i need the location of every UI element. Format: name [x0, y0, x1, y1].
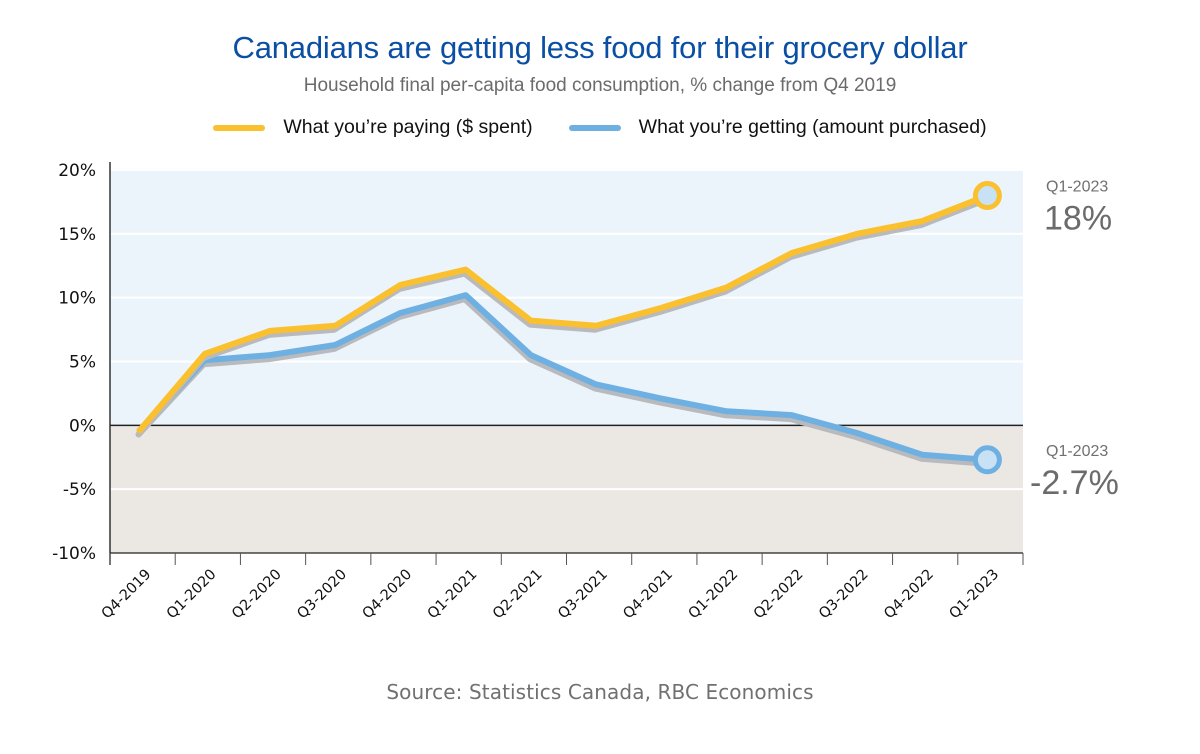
- end-marker-getting: [972, 445, 1002, 475]
- annotation-period-getting: Q1-2023: [1046, 443, 1108, 460]
- x-tick-label: Q3-2021: [555, 567, 611, 623]
- series-shadow-getting: [135, 296, 990, 467]
- legend-label-paying: What you’re paying ($ spent): [283, 116, 533, 138]
- x-tick-label: Q2-2020: [229, 567, 285, 623]
- x-tick-label: Q4-2021: [620, 567, 676, 623]
- x-tick-label: Q1-2022: [686, 567, 742, 623]
- x-tick-label: Q3-2020: [294, 567, 350, 623]
- chart-source: Source: Statistics Canada, RBC Economics: [386, 680, 814, 704]
- y-tick-label: 20%: [58, 161, 96, 181]
- series-shadow-paying: [135, 196, 990, 438]
- annotation-period-paying: Q1-2023: [1046, 179, 1108, 196]
- legend-label-getting: What you’re getting (amount purchased): [638, 116, 987, 138]
- chart-legend: What you’re paying ($ spent) What you’re…: [0, 116, 1200, 139]
- x-tick-label: Q4-2022: [881, 567, 937, 623]
- x-tick-label: Q4-2019: [99, 567, 155, 623]
- y-tick-label: -10%: [52, 544, 96, 564]
- y-tick-label: 10%: [58, 289, 96, 309]
- y-tick-label: -5%: [63, 480, 96, 500]
- x-tick-label: Q3-2022: [816, 567, 872, 623]
- legend-item-getting: What you’re getting (amount purchased): [568, 116, 987, 139]
- legend-swatch-getting: [568, 124, 621, 131]
- annotation-value-paying: 18%: [1044, 200, 1112, 238]
- annotation-value-getting: -2.7%: [1030, 464, 1119, 502]
- legend-swatch-paying: [213, 124, 266, 131]
- legend-item-paying: What you’re paying ($ spent): [213, 116, 533, 139]
- chart-title: Canadians are getting less food for thei…: [232, 30, 968, 65]
- series-line-getting: [136, 292, 991, 463]
- series-line-paying: [136, 192, 991, 434]
- end-marker-paying: [972, 181, 1002, 211]
- x-tick-label: Q4-2020: [360, 567, 416, 623]
- y-tick-label: 0%: [69, 416, 96, 436]
- x-tick-label: Q1-2023: [947, 567, 1003, 623]
- x-tick-label: Q2-2022: [751, 567, 807, 623]
- y-tick-label: 5%: [69, 353, 96, 373]
- y-tick-label: 15%: [58, 225, 96, 245]
- chart-subtitle: Household final per-capita food consumpt…: [303, 75, 897, 96]
- x-tick-label: Q2-2021: [490, 567, 546, 623]
- x-tick-label: Q1-2021: [425, 567, 481, 623]
- x-tick-label: Q1-2020: [164, 567, 220, 623]
